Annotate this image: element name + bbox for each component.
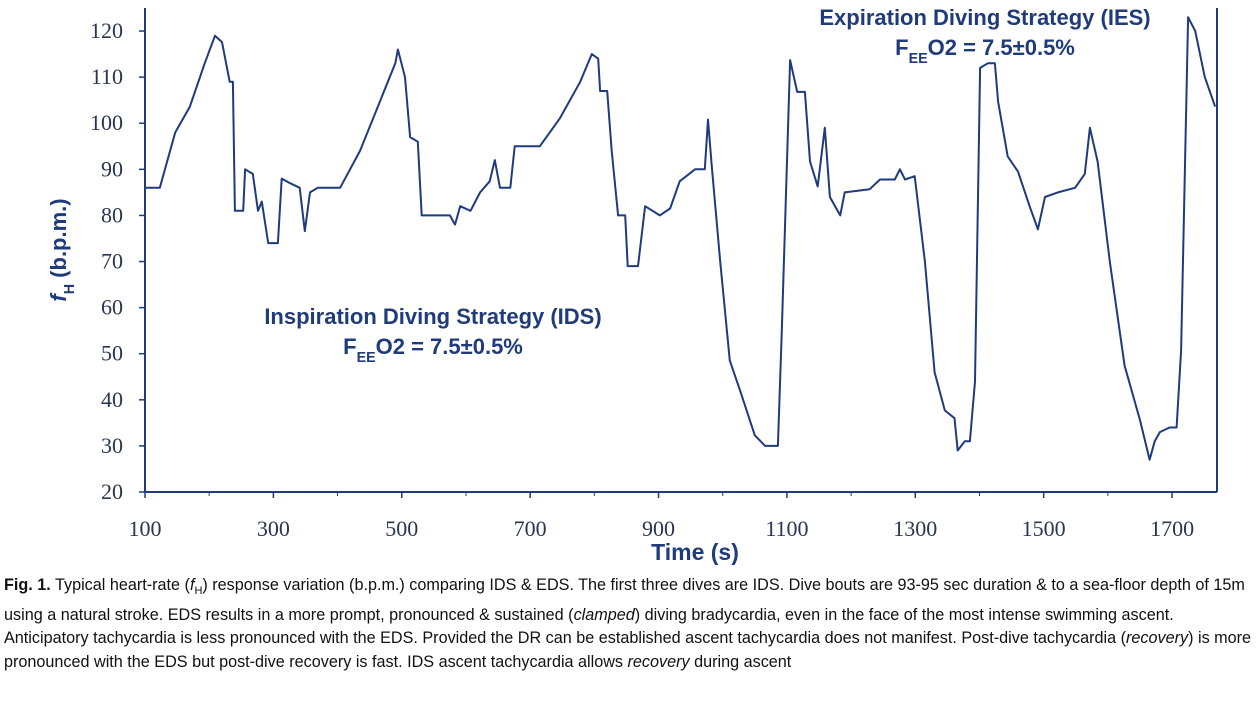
caption-run: recovery <box>627 652 690 671</box>
y-tick-label: 20 <box>101 479 123 504</box>
x-tick-label: 500 <box>385 516 418 541</box>
caption-run: ) is more pronounced with the EDS but po… <box>4 629 1252 671</box>
text-run: f <box>46 292 71 302</box>
x-tick-label: 1100 <box>765 516 808 541</box>
y-tick-label: 50 <box>101 341 123 366</box>
text-run: F <box>343 334 356 359</box>
text-run: (b.p.m.) <box>46 198 71 284</box>
annotation-formula: FEEO2 = 7.5±0.5% <box>343 334 523 366</box>
x-tick-label: 700 <box>514 516 547 541</box>
x-axis-label: Time (s) <box>651 539 739 565</box>
caption-run: ) response variation (b.p.m.) comparing … <box>4 576 1245 624</box>
text-run: O2 = 7.5±0.5% <box>928 35 1075 60</box>
x-tick-label: 100 <box>129 516 162 541</box>
line-series <box>145 16 1217 461</box>
text-run: H <box>62 284 78 294</box>
text-run: F <box>895 35 908 60</box>
y-tick-label: 60 <box>101 295 123 320</box>
text-run: EE <box>357 350 376 366</box>
x-tick-label: 1700 <box>1150 516 1194 541</box>
caption-run: recovery <box>1126 629 1189 648</box>
caption-run: Typical heart-rate ( <box>50 576 190 594</box>
caption-run: f <box>189 576 195 594</box>
y-axis-label: fH (b.p.m.) <box>46 198 78 301</box>
x-tick-label: 1300 <box>893 516 937 541</box>
caption-run: clamped <box>573 605 635 624</box>
y-tick-label: 40 <box>101 387 123 412</box>
annotation-formula: FEEO2 = 7.5±0.5% <box>895 35 1075 67</box>
y-tick-label: 90 <box>101 156 123 181</box>
caption: Fig. 1. Typical heart-rate (fH) response… <box>4 574 1254 674</box>
caption-run: Fig. 1. <box>4 576 51 594</box>
x-tick-label: 300 <box>257 516 290 541</box>
caption-run: ) diving bradycardia, even in the face o… <box>4 605 1174 648</box>
text-run: EE <box>909 51 928 67</box>
annotation-title: Inspiration Diving Strategy (IDS) <box>264 304 601 329</box>
y-tick-label: 110 <box>91 64 123 89</box>
text-run: O2 = 7.5±0.5% <box>376 334 523 359</box>
y-tick-label: 70 <box>101 249 123 274</box>
caption-run: H <box>194 585 203 598</box>
x-tick-label: 1500 <box>1022 516 1066 541</box>
y-tick-label: 30 <box>101 433 123 458</box>
caption-run: during ascent <box>689 652 792 671</box>
x-tick-label: 900 <box>642 516 675 541</box>
y-tick-label: 80 <box>101 202 123 227</box>
annotation-title: Expiration Diving Strategy (IES) <box>819 5 1150 30</box>
y-tick-label: 120 <box>90 18 123 43</box>
y-tick-label: 100 <box>90 110 123 135</box>
chart: 20 30 40 50 60 70 80 90 100 110 120 100 300 500 700 900… <box>46 5 1218 565</box>
